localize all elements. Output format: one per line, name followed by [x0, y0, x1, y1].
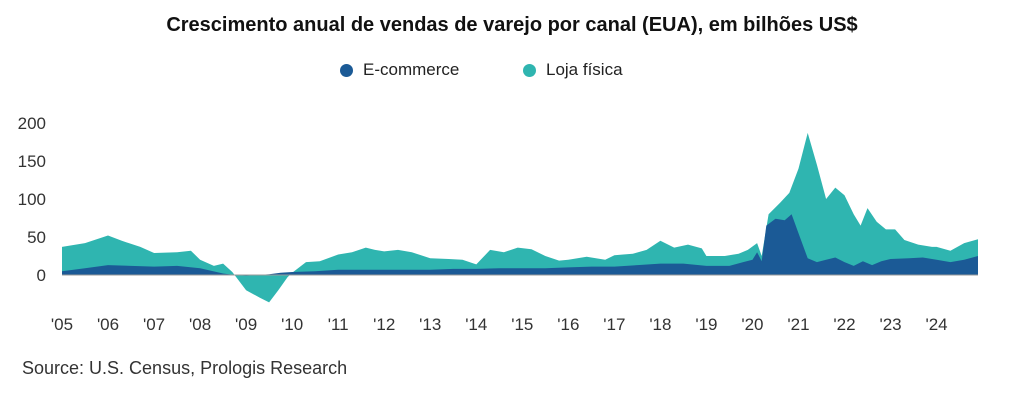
chart-legend: E-commerce Loja física — [0, 60, 1024, 82]
x-tick-label: '20 — [741, 315, 763, 334]
x-tick-label: '11 — [328, 315, 349, 334]
chart-title: Crescimento anual de vendas de varejo po… — [166, 14, 858, 36]
x-tick-label: '16 — [557, 315, 579, 334]
y-tick-label: 100 — [18, 190, 46, 209]
x-tick-label: '23 — [879, 315, 901, 334]
y-tick-label: 50 — [27, 228, 46, 247]
x-tick-label: '08 — [189, 315, 211, 334]
x-tick-label: '14 — [465, 315, 487, 334]
x-tick-label: '18 — [649, 315, 671, 334]
x-tick-label: '19 — [695, 315, 717, 334]
y-tick-label: 0 — [37, 266, 46, 285]
source-note: Source: U.S. Census, Prologis Research — [22, 358, 348, 378]
x-tick-label: '17 — [603, 315, 625, 334]
x-tick-label: '05 — [51, 315, 73, 334]
x-tick-label: '21 — [787, 315, 809, 334]
x-tick-label: '07 — [143, 315, 165, 334]
legend-swatch-ecommerce — [340, 63, 353, 77]
x-tick-label: '09 — [235, 315, 257, 334]
legend-label-ecommerce: E-commerce — [363, 60, 460, 79]
legend-item-loja-fisica: Loja física — [523, 60, 623, 80]
x-tick-label: '24 — [925, 315, 947, 334]
legend-label-loja-fisica: Loja física — [546, 60, 623, 79]
series-area-loja-fisica — [62, 132, 978, 303]
x-tick-label: '06 — [97, 315, 119, 334]
legend-item-ecommerce: E-commerce — [340, 60, 459, 80]
y-tick-label: 150 — [18, 152, 46, 171]
series-area-ecommerce — [62, 214, 978, 276]
x-tick-label: '15 — [511, 315, 533, 334]
x-tick-label: '13 — [419, 315, 441, 334]
x-tick-label: '12 — [373, 315, 395, 334]
legend-swatch-loja-fisica — [523, 63, 536, 77]
y-tick-label: 200 — [18, 114, 46, 133]
x-tick-label: '22 — [833, 315, 855, 334]
x-tick-label: '10 — [281, 315, 303, 334]
